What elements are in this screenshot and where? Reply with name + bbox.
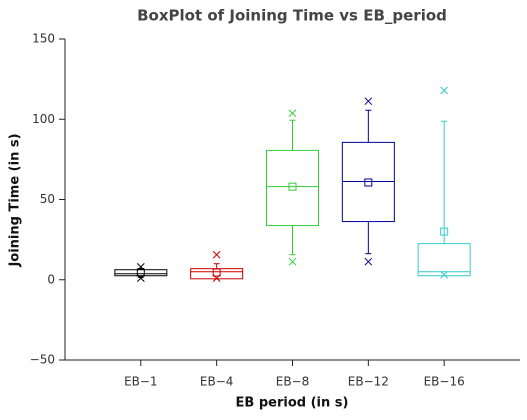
- y-tick-label: 150: [32, 32, 55, 46]
- min-marker: [364, 257, 373, 266]
- box: [341, 141, 395, 223]
- box: [266, 149, 319, 227]
- x-axis-label: EB period (in s): [236, 396, 349, 411]
- y-axis-label: Joining Time (in s): [8, 133, 23, 267]
- max-marker: [288, 109, 297, 118]
- y-tick-label: −50: [30, 353, 55, 367]
- max-marker: [136, 263, 145, 271]
- max-marker: [364, 97, 373, 106]
- y-tick-label: 100: [32, 112, 55, 126]
- y-tick-label: 0: [47, 272, 55, 286]
- x-tick-label: EB−8: [276, 375, 310, 389]
- x-tick-label: EB−4: [200, 375, 234, 389]
- mean-marker: [364, 178, 373, 187]
- box: [114, 269, 168, 277]
- min-marker: [440, 270, 449, 279]
- mean-marker: [440, 227, 449, 236]
- box: [417, 243, 471, 277]
- x-tick-label: EB−1: [124, 375, 158, 389]
- chart-title: BoxPlot of Joining Time vs EB_period: [137, 7, 447, 25]
- mean-marker: [288, 182, 297, 191]
- mean-marker: [136, 268, 145, 277]
- y-tick-label: 50: [40, 192, 55, 206]
- max-marker: [212, 250, 221, 259]
- min-marker: [288, 257, 297, 266]
- max-marker: [440, 86, 449, 95]
- mean-marker: [212, 268, 221, 277]
- min-marker: [212, 274, 221, 282]
- x-tick-label: EB−16: [424, 375, 465, 389]
- x-tick-label: EB−12: [348, 375, 389, 389]
- min-marker: [136, 274, 145, 282]
- box: [190, 268, 244, 280]
